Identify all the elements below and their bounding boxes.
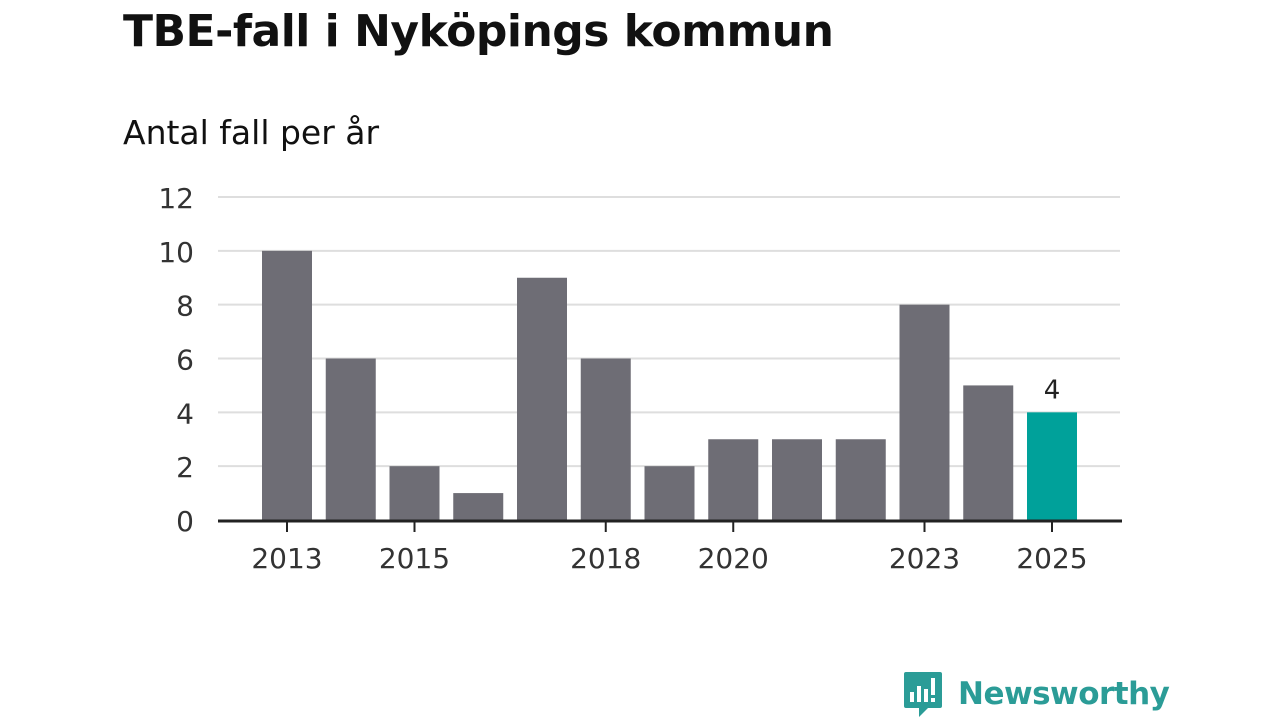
x-tick-label-2025: 2025 bbox=[1016, 542, 1087, 575]
y-tick-label-2: 2 bbox=[176, 451, 194, 484]
data-label-2025: 4 bbox=[1044, 375, 1061, 405]
y-tick-label-0: 0 bbox=[176, 505, 194, 538]
x-tick-label-2015: 2015 bbox=[379, 542, 450, 575]
y-tick-label-12: 12 bbox=[158, 182, 194, 215]
y-tick-label-10: 10 bbox=[158, 236, 194, 269]
bar-2024 bbox=[963, 385, 1014, 520]
bar-2019 bbox=[644, 466, 695, 520]
bar-2018 bbox=[580, 358, 631, 520]
bar-2022 bbox=[835, 439, 886, 520]
bars bbox=[262, 250, 1077, 521]
newsworthy-chart-bubble-icon bbox=[904, 672, 942, 717]
bar-2016 bbox=[453, 493, 504, 520]
brand-name: Newsworthy bbox=[958, 676, 1170, 712]
x-tick-label-2013: 2013 bbox=[251, 542, 322, 575]
chart-subtitle: Antal fall per år bbox=[123, 113, 380, 152]
y-tick-label-8: 8 bbox=[176, 290, 194, 323]
bar-2015 bbox=[389, 466, 440, 520]
bar-2020 bbox=[708, 439, 759, 520]
bar-2021 bbox=[772, 439, 822, 520]
axes bbox=[218, 519, 1122, 532]
bar-2023 bbox=[899, 304, 950, 520]
bar-2014 bbox=[325, 358, 376, 520]
newsworthy-brand: Newsworthy bbox=[902, 670, 1170, 718]
bar-2013 bbox=[262, 250, 312, 521]
bar-2017 bbox=[517, 277, 567, 520]
chart-title: TBE-fall i Nyköpings kommun bbox=[123, 6, 834, 57]
y-tick-label-6: 6 bbox=[176, 344, 194, 377]
x-tick-label-2020: 2020 bbox=[698, 542, 769, 575]
y-tick-label-4: 4 bbox=[176, 397, 194, 430]
x-tick-label-2018: 2018 bbox=[570, 542, 641, 575]
labels: 0 2 4 6 8 10 12 4 2013 2015 2018 2020 2023 2025 bbox=[158, 182, 1087, 575]
x-tick-label-2023: 2023 bbox=[889, 542, 960, 575]
bar-2025 bbox=[1027, 412, 1077, 520]
